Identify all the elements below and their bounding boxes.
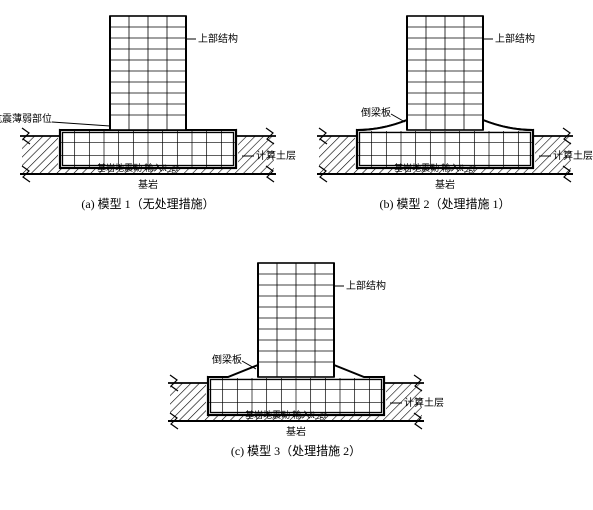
label-input: 基岩地震动 输入ẍ_gr: [97, 162, 179, 173]
caption: (c) 模型 3（处理措施 2）: [231, 444, 361, 458]
caption: (a) 模型 1（无处理措施）: [81, 197, 214, 211]
label-upper-structure: 上部结构: [346, 279, 386, 292]
label-upper-structure: 上部结构: [495, 32, 535, 45]
label-bedrock: 基岩: [435, 178, 455, 191]
label-soil: 计算土层: [256, 149, 296, 162]
label-soil: 计算土层: [404, 396, 444, 409]
label-slab: 倒梁板: [361, 106, 391, 119]
model-3: 上部结构倒梁板计算土层基岩地震动 输入ẍ_gr 基岩 (c) 模型 3（处理措施 2…: [168, 263, 444, 458]
label-weak-part: 抗震薄弱部位: [0, 112, 52, 125]
label-slab: 倒梁板: [212, 353, 242, 366]
model-1: 上部结构抗震薄弱部位计算土层基岩地震动 输入ẍ_gr 基岩 (a) 模型 1（无处理…: [0, 16, 296, 211]
label-upper-structure: 上部结构: [198, 32, 238, 45]
label-bedrock: 基岩: [286, 425, 306, 438]
label-input: 基岩地震动 输入ẍ_gr: [394, 162, 476, 173]
caption: (b) 模型 2（处理措施 1）: [380, 197, 511, 211]
label-bedrock: 基岩: [138, 178, 158, 191]
model-2: 上部结构倒梁板计算土层基岩地震动 输入ẍ_gr 基岩 (b) 模型 2（处理措施 1…: [317, 16, 593, 211]
label-soil: 计算土层: [553, 149, 593, 162]
figure-canvas: 上部结构抗震薄弱部位计算土层基岩地震动 输入ẍ_gr基岩(a) 模型 1（无处理…: [0, 0, 593, 510]
label-input: 基岩地震动 输入ẍ_gr: [245, 409, 327, 420]
